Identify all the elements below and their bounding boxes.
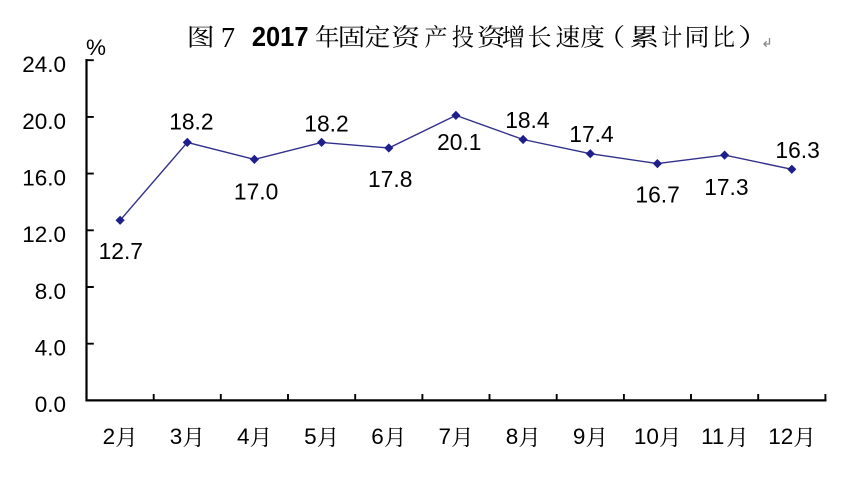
svg-text:10: 10 (634, 424, 659, 449)
svg-text:16.7: 16.7 (635, 181, 679, 207)
svg-text:17.0: 17.0 (234, 179, 278, 205)
svg-text:16.3: 16.3 (775, 137, 819, 163)
svg-text:5: 5 (304, 424, 317, 449)
svg-text:17.4: 17.4 (569, 121, 614, 147)
svg-text:8.0: 8.0 (35, 279, 66, 304)
svg-text:2017: 2017 (252, 21, 309, 52)
svg-text:2: 2 (103, 424, 116, 449)
svg-text:12: 12 (768, 424, 793, 449)
svg-text:16.0: 16.0 (22, 166, 66, 191)
svg-text:9: 9 (573, 424, 586, 449)
svg-text:%: % (86, 35, 106, 60)
svg-text:6: 6 (371, 424, 384, 449)
svg-text:8: 8 (506, 424, 519, 449)
svg-text:20.1: 20.1 (437, 129, 481, 155)
svg-text:3: 3 (170, 424, 183, 449)
svg-text:7: 7 (439, 424, 452, 449)
svg-text:11: 11 (701, 424, 724, 449)
svg-text:4.0: 4.0 (35, 336, 66, 361)
svg-text:12.7: 12.7 (99, 238, 143, 264)
svg-text:0.0: 0.0 (35, 392, 66, 417)
svg-text:20.0: 20.0 (22, 109, 66, 134)
svg-text:12.0: 12.0 (22, 222, 66, 247)
svg-text:24.0: 24.0 (22, 52, 66, 77)
svg-text:18.2: 18.2 (169, 109, 213, 135)
svg-text:4: 4 (237, 424, 250, 449)
svg-text:7: 7 (221, 23, 235, 54)
svg-text:18.4: 18.4 (505, 107, 550, 133)
svg-text:17.3: 17.3 (704, 174, 748, 200)
svg-text:17.8: 17.8 (368, 166, 412, 192)
svg-text:18.2: 18.2 (304, 111, 348, 137)
